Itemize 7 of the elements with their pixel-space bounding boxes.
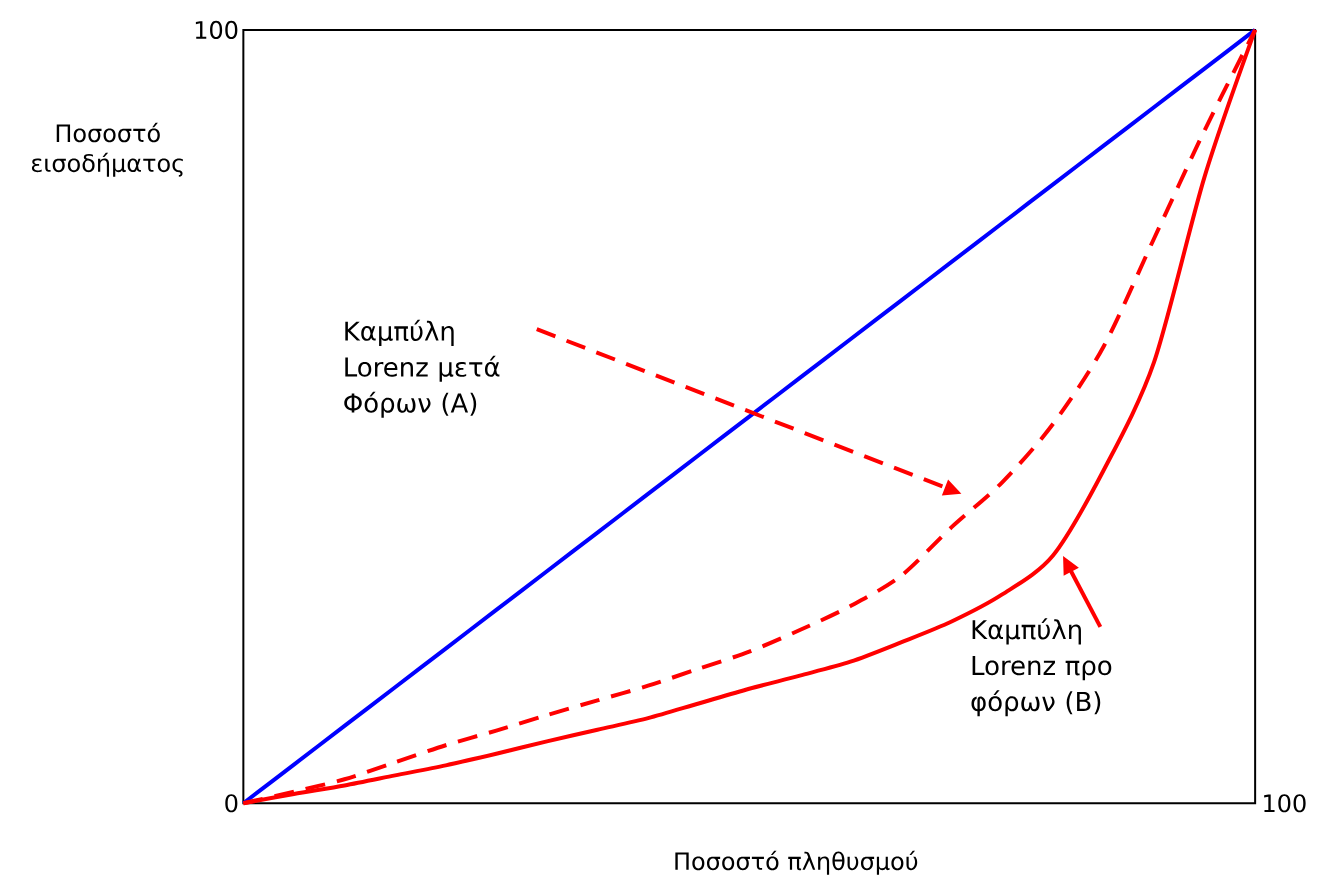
line-series bbox=[241, 27, 1258, 806]
annotation: Καμπύλη Lorenz μετά Φόρων (A) bbox=[344, 319, 500, 418]
y-axis-title: Ποσοστό εισοδήματος bbox=[31, 122, 183, 177]
annotation: Καμπύλη Lorenz προ φόρων (B) bbox=[971, 618, 1112, 717]
x-axis-title: Ποσοστό πληθυσμού bbox=[675, 850, 918, 875]
y-tick-label: 0 bbox=[225, 794, 238, 813]
text: 100 bbox=[1264, 794, 1306, 813]
